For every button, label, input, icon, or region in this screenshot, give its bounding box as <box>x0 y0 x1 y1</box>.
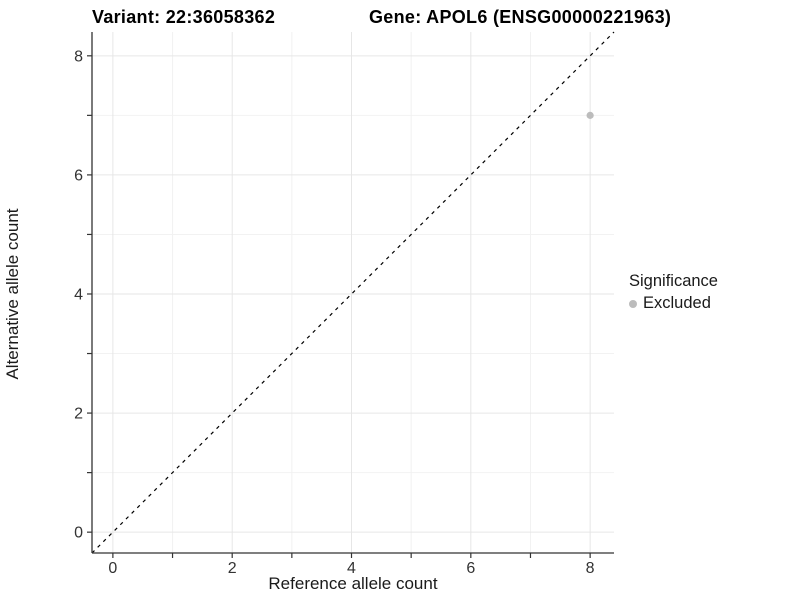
plot-title-variant: Variant: 22:36058362 <box>92 7 276 27</box>
x-tick-label: 8 <box>586 560 595 577</box>
identity-line <box>91 31 615 554</box>
x-tick-label: 4 <box>347 560 356 577</box>
legend-item-excluded: Excluded <box>629 294 718 313</box>
x-axis-title: Reference allele count <box>268 574 438 593</box>
y-tick-label: 4 <box>74 286 83 303</box>
legend-title: Significance <box>629 272 718 290</box>
legend-point-swatch <box>629 299 637 308</box>
x-tick-label: 2 <box>228 560 237 577</box>
plot-title-gene: Gene: APOL6 (ENSG00000221963) <box>369 7 672 27</box>
y-tick-label: 2 <box>74 406 83 423</box>
x-tick-label: 6 <box>466 560 475 577</box>
y-axis-title: Alternative allele count <box>3 208 22 380</box>
y-tick-label: 0 <box>74 525 83 542</box>
data-point <box>586 111 594 119</box>
y-tick-label: 8 <box>74 48 83 65</box>
legend-item-label: Excluded <box>643 294 711 312</box>
y-tick-label: 6 <box>74 167 83 184</box>
legend: Significance Excluded <box>629 272 718 313</box>
x-tick-label: 0 <box>108 560 117 577</box>
